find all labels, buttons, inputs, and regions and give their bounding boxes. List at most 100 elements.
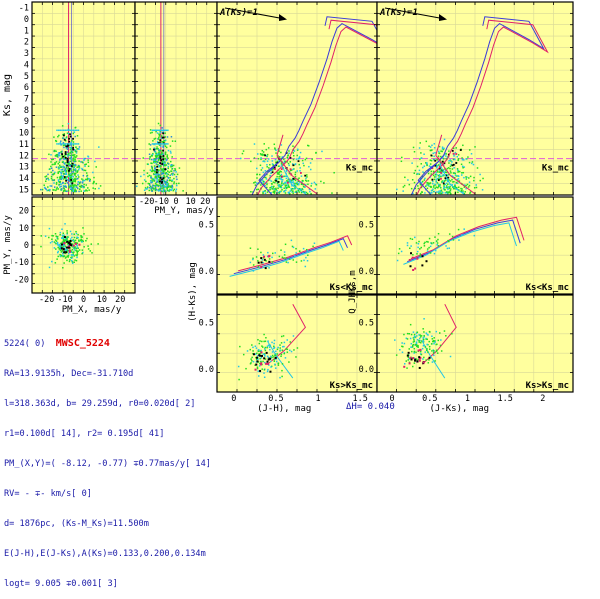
star-point: [60, 166, 62, 169]
ks-tick-label: -1: [19, 4, 29, 14]
star-point: [159, 153, 162, 156]
star-point: [65, 162, 67, 164]
star-point: [292, 168, 294, 171]
star-point: [61, 125, 64, 127]
isochrone-tail-blue: [417, 161, 439, 195]
star-point: [283, 341, 286, 344]
star-point: [54, 239, 57, 241]
star-point: [61, 170, 64, 173]
star-point: [171, 180, 173, 183]
star-point: [151, 190, 153, 193]
star-point: [74, 169, 76, 171]
star-point: [426, 181, 428, 184]
star-point: [285, 189, 287, 191]
star-point: [159, 131, 161, 134]
star-point: [433, 147, 436, 149]
star-point: [291, 163, 294, 165]
star-point: [175, 190, 177, 192]
star-point: [264, 349, 267, 352]
star-point: [286, 156, 289, 159]
star-point: [426, 248, 429, 250]
star-point: [261, 153, 264, 155]
star-point: [69, 247, 72, 249]
extinction-arrow: [384, 7, 446, 20]
star-point: [82, 180, 84, 183]
star-point: [73, 180, 75, 182]
star-point: [283, 345, 285, 348]
member-star: [68, 140, 71, 143]
star-point: [440, 175, 442, 178]
star-point: [268, 364, 270, 366]
member-star: [66, 164, 68, 167]
star-point: [463, 159, 465, 161]
star-point: [473, 176, 475, 179]
star-point: [256, 177, 258, 179]
star-point: [431, 338, 434, 340]
x-tick-label: 1: [315, 394, 320, 404]
star-point: [417, 185, 419, 187]
star-point: [77, 181, 80, 183]
star-point: [266, 370, 269, 373]
star-point: [241, 152, 244, 155]
star-point: [162, 171, 164, 173]
star-point: [53, 163, 55, 166]
star-point: [457, 154, 460, 156]
star-point: [440, 187, 442, 189]
member-star: [271, 171, 274, 174]
star-point: [251, 344, 253, 346]
star-point: [76, 254, 78, 257]
star-point: [63, 241, 65, 243]
star-point: [165, 146, 168, 149]
star-point: [457, 186, 460, 189]
star-point: [75, 259, 78, 262]
member-star: [69, 243, 72, 246]
star-point: [154, 151, 157, 153]
star-point: [53, 150, 55, 152]
star-point: [294, 185, 297, 188]
star-point: [262, 353, 265, 355]
star-point: [73, 249, 76, 251]
star-point: [473, 234, 476, 237]
star-point: [76, 166, 78, 168]
star-point: [258, 173, 261, 176]
star-point: [268, 179, 271, 181]
star-point: [53, 241, 56, 243]
star-point: [444, 183, 447, 186]
star-point: [162, 129, 165, 132]
star-point: [83, 157, 85, 160]
star-point: [296, 149, 299, 151]
star-point: [448, 160, 450, 162]
star-point: [290, 350, 293, 353]
star-point: [240, 157, 242, 160]
star-point: [165, 172, 168, 174]
extinction-label: A(Ks)=1: [379, 8, 418, 18]
star-point: [270, 185, 273, 188]
star-point: [466, 176, 468, 179]
star-point: [63, 244, 65, 247]
star-point: [441, 192, 443, 195]
star-point: [170, 165, 172, 167]
star-point: [269, 188, 271, 191]
star-point: [165, 190, 167, 192]
star-point: [456, 186, 458, 189]
panel-pm-vector-content: [40, 223, 99, 269]
star-point: [163, 186, 165, 189]
star-point: [166, 179, 168, 181]
star-point: [296, 183, 299, 186]
star-point: [71, 262, 74, 265]
star-point: [413, 181, 416, 184]
star-point: [61, 241, 64, 243]
star-point: [443, 330, 446, 332]
star-point: [262, 254, 265, 256]
star-point: [163, 179, 165, 182]
star-point: [167, 167, 169, 170]
star-point: [446, 180, 449, 182]
star-point: [68, 240, 70, 242]
star-point: [299, 151, 302, 154]
star-point: [424, 192, 426, 194]
star-point: [274, 354, 277, 357]
star-point: [158, 143, 161, 145]
star-point: [150, 165, 153, 168]
star-point: [152, 152, 154, 155]
star-point: [148, 153, 151, 155]
